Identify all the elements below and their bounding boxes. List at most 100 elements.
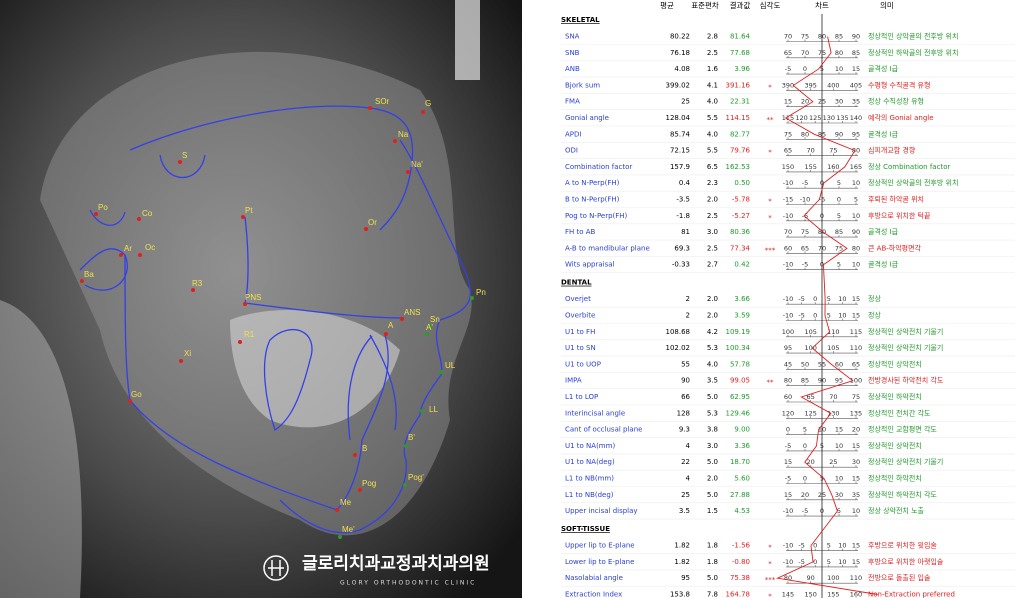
scale-label: 100 [804,344,816,352]
scale-label: 85 [835,33,843,41]
row-mean: 80.22 [670,33,690,41]
row-severity: * [768,198,772,206]
analysis-table: 평균 표준편차 결과값 심각도 차트 의미 SKELETAL SNA 80.22 2.… [561,0,1015,598]
scale-label: 90 [852,33,860,41]
row-severity: ** [767,116,775,124]
scale-label: 75 [801,228,809,236]
scale-label: 105 [804,328,816,336]
row-sd: 4.1 [707,81,718,89]
row-meaning: 정상적인 하악골의 전후방 위치 [868,48,958,57]
row-mean: 76.18 [670,49,690,57]
scale-label: 0 [813,295,817,303]
landmark-label: Me' [342,525,355,534]
landmark-dot [420,409,424,413]
row-mean: 399.02 [666,81,691,89]
row-name: ODI [565,147,578,155]
landmark-dot [178,160,182,164]
row-mean: 157.9 [670,163,690,171]
scale-label: 390 [782,81,794,89]
landmark-label: Po [98,203,108,212]
row-sd: 3.0 [707,228,718,236]
row-meaning: 큰 AB-하악평면각 [868,243,922,252]
row-sd: 2.0 [707,196,718,204]
row-mean: 22 [681,458,690,466]
scale-label: 80 [784,377,792,385]
scale-label: -10 [783,558,794,566]
landmark-dot [338,535,342,539]
scale-label: 60 [784,393,792,401]
row-mean: 72.15 [670,147,690,155]
row-meaning: 정상적인 상악골의 전후방 위치 [868,178,958,187]
row-result: -1.56 [732,542,751,550]
scale-label: 10 [838,312,846,320]
landmark-dot [421,110,425,114]
row-mean: 128 [677,409,690,417]
scale-label: 105 [827,344,839,352]
landmark-label: UL [445,361,456,370]
scale-label: 5 [827,558,831,566]
scale-label: 15 [835,426,843,434]
scale-label: 165 [850,163,862,171]
scale-label: 75 [784,130,792,138]
scale-label: 5 [837,179,841,187]
row-meaning: 심피개교합 경향 [868,146,916,155]
row-meaning: 정상 상악전치 노출 [868,506,925,515]
scale-label: 120 [782,409,794,417]
row-sd: 1.8 [707,542,718,550]
scale-label: 115 [850,328,862,336]
row-mean: 4.08 [674,65,690,73]
row-mean: 0.4 [679,179,691,187]
scale-label: 20 [801,98,809,106]
row-meaning: 정상 수직성장 유형 [868,97,924,106]
row-mean: 2 [686,295,690,303]
row-name: Lower lip to E-plane [565,558,634,566]
xray [0,0,522,598]
scale-label: 95 [784,344,792,352]
scale-label: 395 [804,81,816,89]
row-meaning: 후퇴된 하악골 위치 [868,195,924,204]
landmark-dot [191,288,195,292]
landmark-label: Pt [245,206,253,215]
scale-label: 5 [837,261,841,269]
row-result: 164.78 [726,591,751,598]
scale-label: 75 [835,244,843,252]
scale-label: 25 [829,458,837,466]
landmark-dot [138,253,142,257]
scale-label: 70 [829,393,837,401]
landmark-dot [119,253,123,257]
row-result: 79.76 [730,147,751,155]
scale-label: 95 [835,377,843,385]
scale-label: 65 [852,360,860,368]
row-meaning: 골격성 I급 [868,227,899,236]
scale-label: 10 [838,295,846,303]
row-result: 99.05 [730,377,750,385]
landmark-dot [439,370,443,374]
scale-label: 0 [786,426,790,434]
scale-label: 50 [801,360,809,368]
row-meaning: 전방경사된 하악전치 각도 [868,376,944,385]
scale-label: 125 [809,114,821,122]
row-mean: 3.5 [679,507,690,515]
row-sd: 4.0 [707,98,718,106]
landmark-dot [238,340,242,344]
header-mean: 평균 [660,0,674,10]
landmark-dot [384,332,388,336]
landmark-dot [358,488,362,492]
landmark-label: Ba [84,270,94,279]
row-sd: 6.5 [707,163,718,171]
header-meaning: 의미 [880,0,894,10]
scale-label: 80 [801,130,809,138]
landmark-label: LL [429,405,438,414]
scale-label: 115 [782,114,794,122]
row-mean: 153.8 [670,591,690,598]
landmark-label: Pog' [408,473,424,482]
row-result: 100.34 [726,344,751,352]
row-mean: 1.82 [674,542,690,550]
row-meaning: 정상 [868,311,881,320]
scale-label: 80 [835,49,843,57]
row-mean: 69.3 [674,244,690,252]
scale-label: 15 [852,65,860,73]
scale-label: 5 [837,212,841,220]
row-meaning: 정상적인 하악전치 각도 [868,490,937,499]
scale-label: 150 [782,163,794,171]
